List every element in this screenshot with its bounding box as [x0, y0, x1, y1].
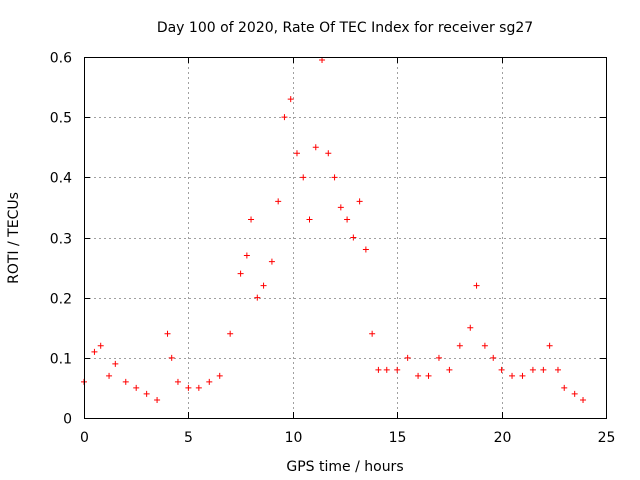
- data-point: [300, 174, 307, 181]
- data-point: [580, 396, 587, 403]
- data-point: [164, 330, 171, 337]
- data-point: [394, 366, 401, 373]
- data-point: [356, 198, 363, 205]
- x-tick-label: 0: [80, 430, 89, 446]
- data-point: [415, 372, 422, 379]
- y-tick-label: 0.5: [50, 111, 72, 127]
- data-point: [325, 150, 332, 157]
- y-tick-label: 0.1: [50, 352, 72, 368]
- data-point: [143, 390, 150, 397]
- data-point: [195, 384, 202, 391]
- data-point: [133, 384, 140, 391]
- x-tick-label: 15: [389, 430, 407, 446]
- data-point: [260, 282, 267, 289]
- data-point: [268, 258, 275, 265]
- y-tick-label: 0.2: [50, 292, 72, 308]
- data-point: [306, 216, 313, 223]
- data-point: [112, 360, 119, 367]
- data-point: [540, 366, 547, 373]
- chart-title: Day 100 of 2020, Rate Of TEC Index for r…: [157, 20, 533, 36]
- data-point: [293, 150, 300, 157]
- data-point: [404, 354, 411, 361]
- data-point: [206, 378, 213, 385]
- plot-frame: [84, 57, 607, 419]
- data-point: [350, 234, 357, 241]
- data-point: [287, 96, 294, 103]
- data-point: [122, 378, 129, 385]
- data-point: [174, 378, 181, 385]
- data-point: [490, 354, 497, 361]
- grid-lines: [84, 57, 606, 418]
- data-point: [473, 282, 480, 289]
- y-tick-label: 0: [63, 412, 72, 428]
- data-point: [425, 372, 432, 379]
- data-point: [446, 366, 453, 373]
- data-point: [237, 270, 244, 277]
- data-point: [97, 342, 104, 349]
- x-tick-label: 5: [184, 430, 193, 446]
- data-points: [81, 57, 587, 403]
- data-point: [571, 390, 578, 397]
- data-point: [435, 354, 442, 361]
- y-tick-label: 0.3: [50, 232, 72, 248]
- data-point: [319, 57, 326, 64]
- y-axis-label: ROTI / TECUs: [6, 192, 22, 284]
- y-axis-ticks: 0 0.1 0.2 0.3 0.4 0.5 0.6: [50, 51, 606, 428]
- data-point: [331, 174, 338, 181]
- data-point: [519, 372, 526, 379]
- data-point: [383, 366, 390, 373]
- data-point: [456, 342, 463, 349]
- data-point: [481, 342, 488, 349]
- data-point: [154, 396, 161, 403]
- x-axis-label: GPS time / hours: [286, 459, 403, 475]
- y-tick-label: 0.6: [50, 51, 72, 67]
- data-point: [375, 366, 382, 373]
- data-point: [243, 252, 250, 259]
- x-tick-label: 20: [494, 430, 512, 446]
- data-point: [561, 384, 568, 391]
- data-point: [369, 330, 376, 337]
- data-point: [91, 348, 98, 355]
- data-point: [546, 342, 553, 349]
- data-point: [337, 204, 344, 211]
- data-point: [275, 198, 282, 205]
- data-point: [344, 216, 351, 223]
- data-point: [498, 366, 505, 373]
- data-point: [185, 384, 192, 391]
- data-point: [168, 354, 175, 361]
- data-point: [227, 330, 234, 337]
- data-point: [281, 114, 288, 121]
- data-point: [509, 372, 516, 379]
- x-axis-ticks: 0 5 10 15 20 25: [80, 57, 615, 446]
- data-point: [529, 366, 536, 373]
- data-point: [216, 372, 223, 379]
- data-point: [362, 246, 369, 253]
- data-point: [254, 294, 261, 301]
- data-point: [554, 366, 561, 373]
- data-point: [312, 144, 319, 151]
- data-point: [248, 216, 255, 223]
- data-point: [467, 324, 474, 331]
- x-tick-label: 10: [285, 430, 303, 446]
- data-point: [106, 372, 113, 379]
- x-tick-label: 25: [598, 430, 616, 446]
- y-tick-label: 0.4: [50, 171, 72, 187]
